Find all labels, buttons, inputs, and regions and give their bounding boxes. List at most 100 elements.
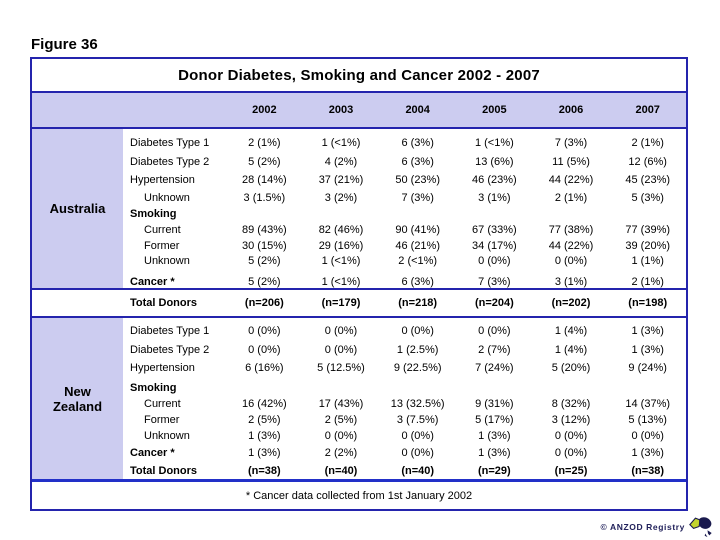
cell: (n=38)	[631, 464, 665, 477]
row-label: Former	[144, 414, 180, 426]
cell: (n=179)	[321, 297, 361, 309]
cell: (n=38)	[247, 464, 281, 477]
cell: 5 (2%)	[248, 155, 281, 168]
table-row: Hypertension 28 (14%) 37 (21%) 50 (23%) …	[123, 171, 686, 189]
table-row: Diabetes Type 1 2 (1%) 1 (<1%) 6 (3%) 1 …	[123, 133, 686, 152]
cell: 9 (22.5%)	[393, 362, 442, 374]
cell: 9 (31%)	[475, 398, 514, 410]
cell: 34 (17%)	[472, 239, 517, 252]
row-label: Unknown	[144, 430, 190, 442]
cell: 3 (1%)	[554, 276, 588, 288]
cell: 28 (14%)	[242, 174, 287, 186]
table-row: Diabetes Type 2 5 (2%) 4 (2%) 6 (3%) 13 …	[123, 152, 686, 171]
cell: 90 (41%)	[395, 224, 440, 236]
cell: 17 (43%)	[318, 398, 364, 410]
table-row: Unknown 3 (1.5%) 3 (2%) 7 (3%) 3 (1%) 2 …	[123, 189, 686, 206]
cell: 1 (2.5%)	[396, 343, 439, 356]
cell: 0 (0%)	[324, 430, 358, 442]
cell: 3 (1%)	[478, 191, 511, 204]
cell: 77 (39%)	[625, 224, 671, 236]
region-cell-new-zealand: New Zealand	[32, 318, 123, 479]
table-row: Cancer * 1 (3%) 2 (2%) 0 (0%) 1 (3%) 0 (…	[123, 444, 686, 462]
table-row: Smoking	[123, 380, 686, 396]
cell: 12 (6%)	[628, 155, 667, 168]
cell: 0 (0%)	[631, 430, 664, 442]
cell: 16 (42%)	[242, 398, 287, 410]
donor-data-table: Donor Diabetes, Smoking and Cancer 2002 …	[30, 57, 688, 511]
rows-australia: Diabetes Type 1 2 (1%) 1 (<1%) 6 (3%) 1 …	[123, 129, 686, 289]
cell: 1 (<1%)	[321, 136, 361, 149]
table-row: Unknown 5 (2%) 1 (<1%) 2 (<1%) 0 (0%) 0 …	[123, 253, 686, 268]
table-title-row: Donor Diabetes, Smoking and Cancer 2002 …	[32, 59, 686, 93]
row-label: Diabetes Type 1	[130, 136, 210, 149]
row-label: Cancer *	[130, 276, 175, 288]
cell: 0 (0%)	[554, 430, 588, 442]
cell: 1 (1%)	[631, 254, 664, 267]
cell: 11 (5%)	[552, 155, 590, 168]
cell: 0 (0%)	[554, 254, 588, 267]
cell: 0 (0%)	[401, 447, 434, 459]
cell: 2 (2%)	[324, 447, 358, 459]
cell: 1 (3%)	[631, 343, 664, 356]
total-row-new-zealand: Total Donors (n=38) (n=40) (n=40) (n=29)…	[123, 462, 686, 479]
cell: 44 (22%)	[548, 174, 594, 186]
row-label: Unknown	[144, 254, 190, 267]
cell: 14 (37%)	[625, 398, 671, 410]
cell: 1 (<1%)	[321, 254, 361, 267]
cell: 1 (3%)	[631, 447, 664, 459]
cell: 2 (5%)	[324, 414, 358, 426]
cell: (n=204)	[474, 297, 514, 309]
cell: 2 (5%)	[248, 414, 281, 426]
table-row: Current 89 (43%) 82 (46%) 90 (41%) 67 (3…	[123, 222, 686, 238]
year-header-2002: 2002	[252, 104, 277, 116]
region-label-new-zealand: New Zealand	[52, 383, 103, 414]
cell: 5 (17%)	[475, 414, 514, 426]
table-title: Donor Diabetes, Smoking and Cancer 2002 …	[178, 66, 540, 84]
cell: 1 (3%)	[478, 430, 511, 442]
cell: 13 (32.5%)	[390, 398, 445, 410]
copyright: © ANZOD Registry	[600, 514, 714, 539]
table-row: Diabetes Type 1 0 (0%) 0 (0%) 0 (0%) 0 (…	[123, 321, 686, 340]
cell: 5 (2%)	[248, 254, 281, 267]
cell: (n=218)	[398, 297, 438, 309]
cell: 1 (<1%)	[321, 276, 361, 288]
year-header-2005: 2005	[482, 104, 507, 116]
row-label: Total Donors	[130, 464, 198, 477]
footnote: * Cancer data collected from 1st January…	[32, 479, 686, 509]
cell: 1 (3%)	[248, 447, 281, 459]
cell: 5 (3%)	[631, 191, 664, 204]
cell: 37 (21%)	[318, 174, 364, 186]
row-label: Current	[144, 398, 181, 410]
cell: 4 (2%)	[324, 155, 358, 168]
cell: 77 (38%)	[548, 224, 594, 236]
cell: 46 (23%)	[472, 174, 517, 186]
cell: 6 (3%)	[401, 155, 434, 168]
cell: (n=206)	[244, 297, 284, 309]
total-row-australia: Total Donors (n=206) (n=179) (n=218) (n=…	[32, 290, 686, 318]
table-row: Diabetes Type 2 0 (0%) 0 (0%) 1 (2.5%) 2…	[123, 340, 686, 359]
table-row: Smoking	[123, 206, 686, 222]
region-cell-australia: Australia	[32, 129, 123, 288]
cell: (n=25)	[554, 464, 588, 477]
cell: 6 (16%)	[245, 362, 284, 374]
cell: 50 (23%)	[395, 174, 440, 186]
table-row: Cancer * 5 (2%) 1 (<1%) 6 (3%) 7 (3%) 3 …	[123, 273, 686, 288]
cell: 2 (1%)	[248, 136, 281, 149]
cell: 82 (46%)	[318, 224, 364, 236]
cell: 0 (0%)	[248, 343, 281, 356]
table-row: Unknown 1 (3%) 0 (0%) 0 (0%) 1 (3%) 0 (0…	[123, 428, 686, 444]
cell: 1 (4%)	[554, 324, 588, 337]
cell: 7 (24%)	[475, 362, 514, 374]
cell: 0 (0%)	[401, 430, 434, 442]
cell: (n=29)	[477, 464, 511, 477]
row-label: Smoking	[130, 208, 177, 220]
cell: (n=40)	[324, 464, 358, 477]
row-label: Former	[144, 239, 180, 252]
cell: 2 (1%)	[631, 276, 664, 288]
region-label-australia: Australia	[49, 201, 106, 216]
row-label: Total Donors	[130, 297, 198, 309]
cell: 3 (1.5%)	[243, 191, 286, 204]
figure-label: Figure 36	[31, 36, 98, 53]
row-label: Current	[144, 224, 181, 236]
cell: (n=198)	[628, 297, 668, 309]
